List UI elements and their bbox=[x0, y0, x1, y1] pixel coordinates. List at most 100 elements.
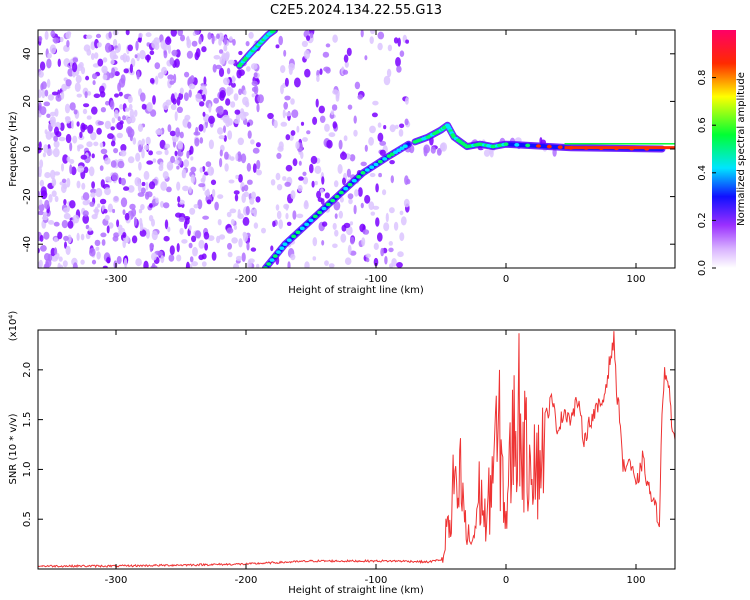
spectrogram-cell bbox=[55, 94, 62, 102]
spectrogram-y-ticks: -40 -20 0 20 40 bbox=[22, 47, 675, 252]
spectrogram-peak bbox=[295, 230, 301, 235]
spectrogram-cell bbox=[102, 57, 108, 63]
spectrogram-cell bbox=[218, 49, 224, 54]
spectrogram-cell bbox=[117, 116, 121, 122]
spectrogram-cell bbox=[120, 177, 127, 186]
spectrogram-cell bbox=[306, 35, 311, 41]
spectrogram-cell bbox=[385, 212, 389, 223]
spectrogram-peak bbox=[503, 142, 509, 146]
spectrogram-peak bbox=[525, 143, 531, 148]
spectrogram-cell bbox=[67, 234, 72, 244]
spectrogram-cell bbox=[117, 160, 125, 169]
spectrogram-cell bbox=[146, 160, 154, 165]
spectrogram-cell bbox=[129, 108, 135, 119]
spectrogram-cell bbox=[302, 137, 308, 142]
spectrogram-cell bbox=[162, 171, 169, 179]
spectrogram-cell bbox=[163, 235, 170, 242]
spectrogram-cell bbox=[377, 42, 383, 51]
spectrogram-cell bbox=[322, 51, 330, 58]
spectrogram-cell bbox=[275, 204, 280, 211]
spectrogram-cell bbox=[170, 103, 177, 111]
spectrogram-cell bbox=[133, 109, 138, 117]
colorbar-label: Normalized spectral amplitude bbox=[736, 72, 747, 226]
x-tick-label: 100 bbox=[626, 575, 645, 586]
spectrogram-cell bbox=[67, 220, 74, 229]
spectrogram-cell bbox=[47, 53, 52, 59]
spectrogram-cell bbox=[372, 100, 379, 106]
spectrogram-cell bbox=[60, 91, 65, 100]
spectrogram-cell bbox=[181, 169, 185, 179]
spectrogram-cell bbox=[91, 181, 95, 189]
spectrogram-cell bbox=[127, 156, 135, 164]
spectrogram-cell bbox=[116, 219, 120, 228]
spectrogram-cell bbox=[48, 220, 55, 225]
spectrogram-cell bbox=[370, 211, 376, 216]
colorbar: 0.0 0.2 0.4 0.6 0.8 Normalized spectral ampl… bbox=[697, 30, 747, 276]
spectrogram-cell bbox=[372, 205, 380, 210]
spectrogram-cell bbox=[230, 82, 236, 88]
spectrogram-cell bbox=[123, 68, 129, 74]
spectrogram-cell bbox=[175, 212, 182, 218]
spectrogram-cell bbox=[61, 220, 69, 229]
spectrogram-peak bbox=[382, 157, 388, 161]
spectrogram-cell bbox=[233, 190, 240, 195]
spectrogram-peak bbox=[399, 146, 405, 150]
spectrogram-cell bbox=[195, 48, 201, 58]
spectrogram-cell bbox=[143, 144, 150, 151]
spectrogram-cell bbox=[62, 154, 69, 164]
spectrogram-cell bbox=[309, 32, 314, 39]
spectrogram-cell bbox=[377, 122, 382, 128]
spectrogram-cell bbox=[148, 150, 154, 156]
spectrogram-x-label: Height of straight line (km) bbox=[288, 285, 424, 296]
spectrogram-cell bbox=[403, 198, 410, 208]
spectrogram-cell bbox=[334, 229, 339, 237]
spectrogram-cell bbox=[347, 244, 352, 255]
spectrogram-cell bbox=[39, 179, 45, 187]
spectrogram-cell bbox=[92, 80, 96, 86]
spectrogram-peak bbox=[351, 178, 357, 183]
spectrogram-cell bbox=[296, 213, 304, 219]
spectrogram-cell bbox=[80, 259, 85, 265]
spectrogram-cell bbox=[151, 230, 158, 241]
x-tick-label: -100 bbox=[365, 575, 388, 586]
spectrogram-cell bbox=[101, 239, 106, 246]
spectrogram-cell bbox=[208, 103, 212, 113]
spectrogram-cell bbox=[137, 182, 142, 193]
spectrogram-cell bbox=[104, 157, 111, 165]
spectrogram-cell bbox=[255, 196, 261, 203]
spectrogram-cell bbox=[375, 217, 380, 227]
colorbar-tick-label: 0.4 bbox=[697, 165, 708, 181]
spectrogram-cell bbox=[217, 105, 224, 116]
spectrogram-cell bbox=[353, 129, 358, 137]
spectrogram-cell bbox=[212, 64, 217, 73]
spectrogram-cell bbox=[173, 159, 180, 165]
spectrogram-cell bbox=[166, 186, 172, 193]
spectrogram-cell bbox=[349, 250, 357, 256]
spectrogram-cell bbox=[246, 122, 251, 127]
spectrogram-cell bbox=[139, 229, 147, 237]
spectrogram-cell bbox=[176, 165, 180, 170]
spectrogram-cell bbox=[105, 100, 110, 106]
spectrogram-cell bbox=[245, 41, 250, 47]
spectrogram-cell bbox=[242, 231, 247, 238]
spectrogram-cell bbox=[226, 67, 231, 75]
spectrogram-cell bbox=[315, 98, 319, 108]
spectrogram-cell bbox=[135, 152, 141, 162]
spectrogram-cell bbox=[120, 150, 127, 157]
spectrogram-peak bbox=[360, 171, 366, 175]
spectrogram-peak bbox=[279, 246, 285, 250]
spectrogram-cell bbox=[140, 92, 146, 102]
spectrogram-cell bbox=[208, 115, 215, 125]
spectrogram-cell bbox=[223, 125, 226, 133]
spectrogram-cell bbox=[188, 89, 192, 98]
spectrogram-cell bbox=[324, 260, 329, 266]
spectrogram-cell bbox=[185, 261, 190, 268]
spectrogram-cell bbox=[390, 175, 394, 184]
spectrogram-peak bbox=[308, 218, 314, 223]
spectrogram-cell bbox=[396, 65, 402, 73]
spectrogram-cell bbox=[375, 183, 379, 193]
spectrogram-cell bbox=[105, 176, 112, 182]
spectrogram-cell bbox=[280, 65, 286, 74]
snr-y-label: SNR (10 * v/v) bbox=[8, 413, 19, 484]
spectrogram-cell bbox=[81, 182, 86, 190]
